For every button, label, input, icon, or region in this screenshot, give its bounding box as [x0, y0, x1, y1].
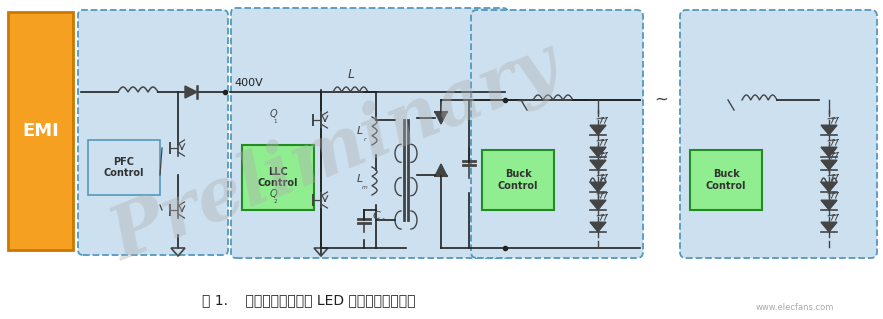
Polygon shape	[590, 200, 606, 210]
Text: ~: ~	[654, 91, 668, 109]
Text: 图 1.    传统的高功率离线 LED 照明驱动拓扑结构: 图 1. 传统的高功率离线 LED 照明驱动拓扑结构	[202, 293, 416, 307]
FancyBboxPatch shape	[680, 10, 877, 258]
Text: $C$: $C$	[372, 209, 381, 221]
Polygon shape	[185, 86, 197, 98]
Bar	[482, 150, 554, 210]
Text: $L$: $L$	[357, 124, 364, 136]
Text: PFC
Control: PFC Control	[103, 157, 144, 178]
Bar	[690, 150, 762, 210]
Polygon shape	[590, 147, 606, 157]
Text: Preliminary: Preliminary	[101, 30, 570, 276]
FancyBboxPatch shape	[78, 10, 228, 255]
Bar	[88, 140, 160, 195]
Polygon shape	[821, 160, 837, 170]
Polygon shape	[821, 125, 837, 135]
Polygon shape	[821, 147, 837, 157]
Text: $L$: $L$	[357, 172, 364, 184]
Polygon shape	[821, 182, 837, 192]
Polygon shape	[590, 222, 606, 232]
Polygon shape	[435, 112, 447, 124]
FancyBboxPatch shape	[231, 8, 508, 258]
Text: Buck
Control: Buck Control	[706, 169, 746, 191]
Text: EMI: EMI	[22, 122, 59, 140]
Text: $_r$: $_r$	[381, 216, 386, 225]
Polygon shape	[821, 200, 837, 210]
Text: $Q$: $Q$	[268, 107, 278, 120]
Text: L: L	[348, 69, 354, 81]
Text: 400V: 400V	[234, 78, 263, 88]
Text: Buck
Control: Buck Control	[498, 169, 539, 191]
Text: $_m$: $_m$	[360, 183, 368, 192]
Text: $_1$: $_1$	[273, 117, 278, 127]
Text: LLC
Control: LLC Control	[258, 167, 298, 188]
Bar	[242, 145, 314, 210]
FancyBboxPatch shape	[471, 10, 643, 258]
Text: $_r$: $_r$	[363, 136, 368, 145]
Polygon shape	[821, 222, 837, 232]
Text: www.elecfans.com: www.elecfans.com	[756, 302, 834, 311]
Polygon shape	[435, 164, 447, 176]
Bar	[8, 12, 73, 250]
Text: $_2$: $_2$	[273, 197, 278, 206]
Polygon shape	[590, 182, 606, 192]
Polygon shape	[590, 160, 606, 170]
Text: $Q$: $Q$	[268, 187, 278, 199]
Polygon shape	[590, 125, 606, 135]
